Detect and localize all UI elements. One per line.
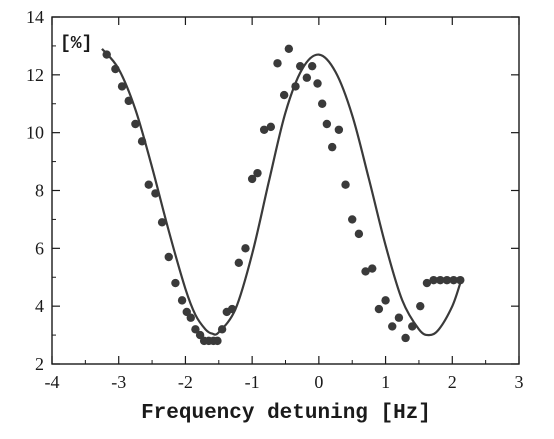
x-tick-label: -3 [111,372,126,392]
data-point [313,79,322,88]
data-point [416,301,425,311]
data-point [394,313,404,322]
data-point [151,189,160,198]
x-axis-label: Frequency detuning [Hz] [141,402,431,425]
y-tick-label: 6 [35,238,44,258]
data-point [322,119,332,129]
data-point [186,313,195,322]
data-point [408,322,417,331]
data-point [137,137,147,146]
data-point [157,218,167,227]
axis-ticks [51,16,520,365]
data-point [131,119,140,129]
data-point [279,90,289,100]
data-point [191,325,200,334]
data-point [354,229,364,239]
data-point [368,264,377,273]
data-point [227,304,237,314]
y-tick-label: 12 [26,65,44,85]
data-point [234,258,243,267]
data-point [213,336,222,346]
data-point [436,275,445,285]
x-tick-label: 3 [515,372,524,392]
x-tick-label: -1 [245,372,260,392]
data-point [334,125,344,134]
data-point [291,82,300,91]
data-point [217,325,227,334]
data-point [111,64,120,74]
data-point [302,73,312,82]
x-tick-label: -4 [45,372,60,392]
data-point [124,96,133,106]
data-point [177,296,187,305]
data-point [102,50,111,59]
data-point [295,61,305,71]
data-point [307,61,317,71]
y-tick-label: 2 [35,354,44,374]
data-point [449,275,458,285]
data-point [144,180,153,189]
x-tick-label: 1 [381,372,390,392]
data-point [388,322,397,331]
data-point [259,125,269,134]
data-points [102,44,465,346]
y-tick-label: 4 [35,296,44,316]
data-point [401,333,410,343]
data-point [328,142,337,152]
y-tick-label: 10 [26,123,44,143]
data-point [241,244,250,253]
x-tick-label: 0 [314,372,323,392]
data-point [117,82,127,91]
x-tick-label: 2 [448,372,457,392]
data-point [341,180,350,189]
data-point [429,275,438,285]
data-point [266,122,276,132]
x-tick-labels: -4 -3 -2 -1 0 1 2 3 [45,372,524,392]
data-point [317,99,327,108]
data-point [253,168,262,178]
data-point [456,275,465,285]
y-tick-labels: 2 4 6 8 10 12 14 [26,7,44,374]
data-point [273,59,282,68]
data-point [348,215,357,224]
data-point [171,278,180,288]
data-point [284,44,294,54]
data-point [374,304,384,314]
data-point [164,252,173,262]
data-point [247,174,257,184]
y-tick-label: 14 [26,7,44,27]
data-point [381,296,390,305]
x-tick-label: -2 [178,372,193,392]
data-point [422,278,432,288]
y-axis-label: [%] [60,34,92,54]
y-tick-label: 8 [35,181,44,201]
data-point [361,267,370,276]
data-point [442,275,452,285]
